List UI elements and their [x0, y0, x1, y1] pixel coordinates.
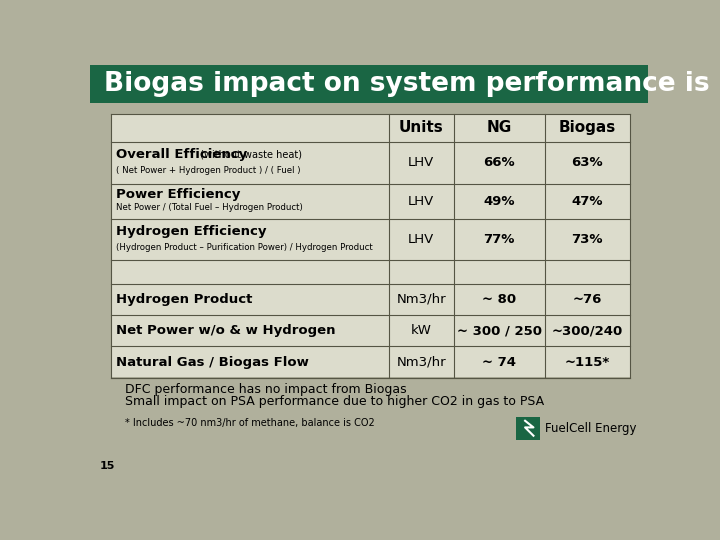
Text: Net Power w/o & w Hydrogen: Net Power w/o & w Hydrogen: [116, 324, 336, 337]
Text: (without waste heat): (without waste heat): [197, 150, 302, 159]
Text: ~ 80: ~ 80: [482, 293, 516, 306]
Text: ( Net Power + Hydrogen Product ) / ( Fuel ): ( Net Power + Hydrogen Product ) / ( Fue…: [116, 166, 300, 175]
Text: Power Efficiency: Power Efficiency: [116, 188, 240, 201]
Text: Biogas: Biogas: [559, 120, 616, 136]
Text: (Hydrogen Product – Purification Power) / Hydrogen Product: (Hydrogen Product – Purification Power) …: [116, 242, 372, 252]
Text: 49%: 49%: [483, 195, 515, 208]
Text: LHV: LHV: [408, 233, 434, 246]
Text: kW: kW: [411, 324, 432, 337]
Text: ~300/240: ~300/240: [552, 324, 623, 337]
Text: 73%: 73%: [572, 233, 603, 246]
Text: 15: 15: [99, 461, 114, 471]
Text: Nm3/hr: Nm3/hr: [397, 293, 446, 306]
Text: ~ 300 / 250: ~ 300 / 250: [456, 324, 541, 337]
Text: FuelCell Energy: FuelCell Energy: [545, 422, 636, 435]
Text: 66%: 66%: [483, 157, 515, 170]
Text: 77%: 77%: [483, 233, 515, 246]
Bar: [90, 65, 648, 103]
Text: Net Power / (Total Fuel – Hydrogen Product): Net Power / (Total Fuel – Hydrogen Produ…: [116, 203, 302, 212]
Text: ~ 74: ~ 74: [482, 355, 516, 369]
Text: DFC performance has no impact from Biogas: DFC performance has no impact from Bioga…: [125, 383, 407, 396]
Text: Hydrogen Product: Hydrogen Product: [116, 293, 252, 306]
Text: Units: Units: [399, 120, 444, 136]
Text: ~76: ~76: [572, 293, 602, 306]
Text: Overall Efficiency: Overall Efficiency: [116, 148, 247, 161]
Text: * Includes ~70 nm3/hr of methane, balance is CO2: * Includes ~70 nm3/hr of methane, balanc…: [125, 418, 374, 428]
Text: Natural Gas / Biogas Flow: Natural Gas / Biogas Flow: [116, 355, 309, 369]
Text: ~115*: ~115*: [564, 355, 610, 369]
Text: NG: NG: [487, 120, 512, 136]
Text: Small impact on PSA performance due to higher CO2 in gas to PSA: Small impact on PSA performance due to h…: [125, 395, 544, 408]
Text: LHV: LHV: [408, 195, 434, 208]
Text: Hydrogen Efficiency: Hydrogen Efficiency: [116, 225, 266, 238]
Bar: [111, 114, 630, 377]
Text: 63%: 63%: [572, 157, 603, 170]
Text: Biogas impact on system performance is minimal: Biogas impact on system performance is m…: [104, 71, 720, 97]
Text: 47%: 47%: [572, 195, 603, 208]
Bar: [516, 417, 539, 440]
Text: Nm3/hr: Nm3/hr: [397, 355, 446, 369]
Text: LHV: LHV: [408, 157, 434, 170]
